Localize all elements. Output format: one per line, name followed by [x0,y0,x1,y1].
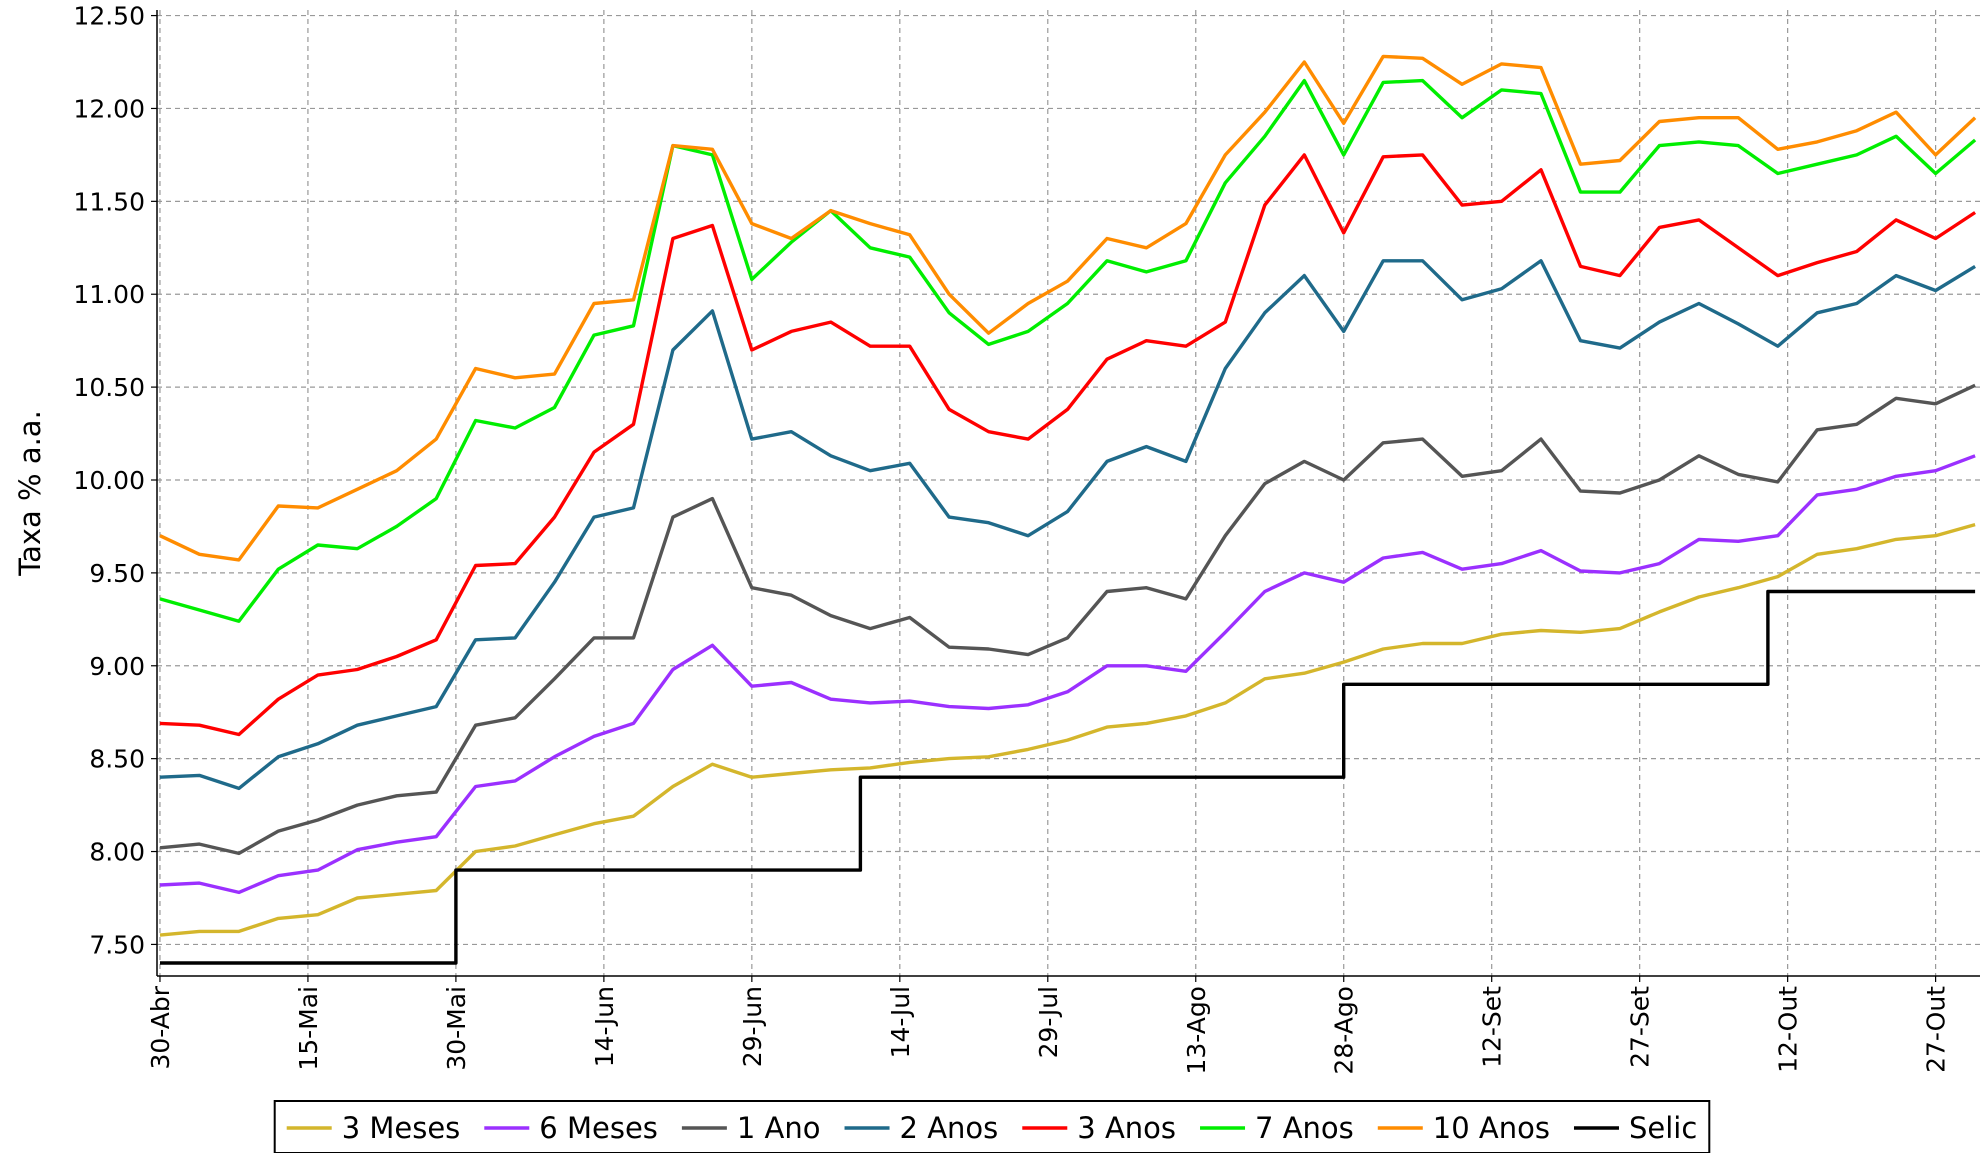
y-tick-label: 8.50 [89,745,145,774]
y-tick-label: 7.50 [89,930,145,959]
x-tick-label: 28-Ago [1330,986,1359,1075]
legend-label: 10 Anos [1433,1111,1550,1145]
legend: 3 Meses 6 Meses 1 Ano 2 Anos 3 Anos 7 Anos 10 … [273,1100,1711,1153]
x-tick-label: 12-Out [1774,986,1803,1073]
y-tick-label: 8.00 [89,838,145,867]
y-axis-label: Taxa % a.a. [13,410,47,577]
x-tick-label: 12-Set [1478,986,1507,1068]
series-line [159,78,1977,623]
legend-label: 6 Meses [539,1111,658,1145]
series-line [159,454,1976,895]
series-line [160,589,1976,965]
x-tick-label: 14-Jul [886,986,915,1058]
series-line [159,153,1977,737]
y-tick-label: 12.00 [73,94,145,123]
x-tick-label: 27-Out [1922,986,1951,1073]
legend-label: 1 Ano [737,1111,821,1145]
y-tick-label: 9.00 [89,652,145,681]
x-tick-label: 15-Mai [294,986,323,1071]
series-line [159,54,1977,562]
y-tick-label: 10.50 [73,373,145,402]
x-tick-label: 13-Ago [1182,986,1211,1075]
y-tick-label: 11.00 [73,280,145,309]
x-tick-label: 29-Jul [1034,986,1063,1058]
series-line [159,522,1976,937]
legend-label: 7 Anos [1255,1111,1354,1145]
series-line [159,383,1976,856]
x-tick-label: 30-Mai [442,986,471,1071]
legend-label: 3 Meses [342,1111,461,1145]
y-tick-label: 10.00 [73,466,145,495]
y-tick-label: 9.50 [89,559,145,588]
x-tick-label: 30-Abr [146,985,175,1069]
series-line [159,259,1976,791]
legend-label: 2 Anos [900,1111,999,1145]
x-tick-label: 29-Jun [738,986,767,1067]
legend-label: 3 Anos [1077,1111,1176,1145]
y-tick-label: 12.50 [73,2,145,31]
legend-label: Selic [1629,1111,1697,1145]
x-tick-label: 27-Set [1626,986,1655,1068]
x-tick-label: 14-Jun [590,986,619,1067]
y-tick-label: 11.50 [73,187,145,216]
